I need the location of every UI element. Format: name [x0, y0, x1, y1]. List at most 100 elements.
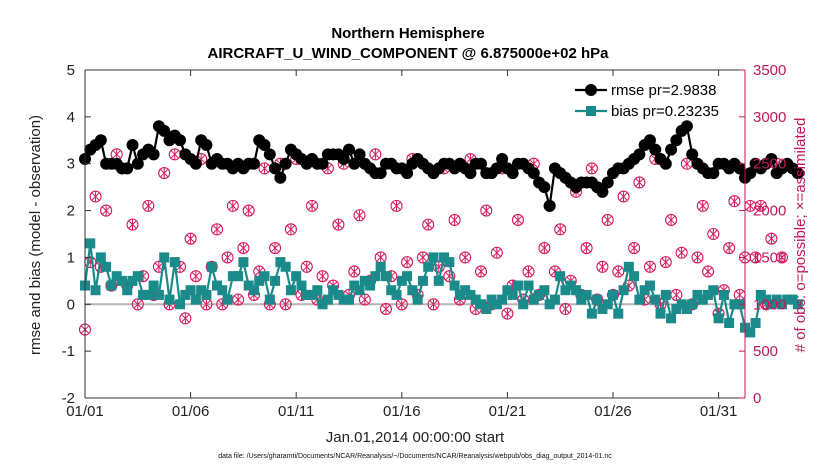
- assimilated-obs-marker: [286, 223, 296, 235]
- bias-marker: [497, 294, 508, 305]
- bias-marker: [771, 294, 782, 305]
- bias-marker: [291, 271, 302, 282]
- bias-marker: [270, 275, 281, 286]
- rmse-marker: [670, 134, 683, 147]
- rmse-marker: [733, 162, 746, 175]
- rmse-marker: [506, 167, 519, 180]
- bias-marker: [729, 299, 740, 310]
- bias-marker: [116, 275, 127, 286]
- axes-group: 01/01 01/06 01/11 01/16 01/21 01/26 01/31 -2 -1 0…: [62, 62, 787, 420]
- assimilated-obs-marker: [355, 209, 364, 221]
- x-axis-label: Jan.01,2014 00:00:00 start: [326, 429, 505, 446]
- y2-tick-label: 1000: [753, 296, 786, 313]
- legend-rmse-marker: [585, 84, 597, 96]
- rmse-marker: [601, 176, 614, 189]
- assimilated-obs-marker: [751, 251, 760, 263]
- bias-marker: [380, 271, 391, 282]
- bias-marker: [386, 285, 397, 296]
- y2-tick-label: 2500: [753, 156, 786, 173]
- bias-marker: [581, 289, 592, 300]
- bias-marker: [122, 285, 133, 296]
- assimilated-obs-marker: [555, 223, 565, 235]
- rmse-marker: [496, 153, 509, 166]
- assimilated-obs-marker: [603, 214, 612, 226]
- bias-marker: [534, 289, 545, 300]
- assimilated-obs-marker: [730, 195, 739, 207]
- rmse-marker: [94, 134, 107, 147]
- rmse-marker: [765, 153, 778, 166]
- rmse-marker: [131, 157, 144, 170]
- assimilated-obs-marker: [460, 251, 470, 263]
- rmse-marker: [791, 167, 804, 180]
- rmse-marker: [707, 167, 720, 180]
- bias-marker: [201, 289, 212, 300]
- assimilated-obs-marker: [598, 261, 607, 273]
- assimilated-obs-marker: [392, 200, 401, 212]
- bias-marker: [766, 299, 777, 310]
- assimilated-obs-marker: [307, 200, 317, 212]
- bias-marker: [354, 285, 365, 296]
- assimilated-obs-marker: [709, 228, 718, 240]
- bias-marker: [322, 294, 333, 305]
- bias-marker: [586, 308, 597, 319]
- rmse-marker: [263, 148, 276, 161]
- assimilated-obs-marker: [302, 261, 312, 273]
- bias-marker: [787, 294, 798, 305]
- bias-marker: [634, 294, 645, 305]
- bias-marker: [375, 261, 386, 272]
- rmse-marker: [189, 157, 202, 170]
- y2-tick-label: 3500: [753, 62, 786, 79]
- assimilated-obs-marker: [666, 214, 676, 226]
- assimilated-obs-marker: [270, 242, 280, 254]
- bias-marker: [745, 327, 756, 338]
- bias-marker: [660, 289, 671, 300]
- assimilated-obs-marker: [371, 148, 380, 160]
- bias-marker: [222, 294, 233, 305]
- bias-marker: [602, 299, 613, 310]
- bias-marker: [724, 318, 735, 329]
- assimilated-obs-marker: [144, 200, 153, 212]
- bias-marker: [792, 299, 803, 310]
- assimilated-obs-marker: [582, 242, 591, 254]
- chart-subtitle: AIRCRAFT_U_WIND_COMPONENT @ 6.875000e+02…: [208, 45, 610, 62]
- bias-marker: [782, 294, 793, 305]
- x-tick-label: 01/26: [594, 403, 632, 420]
- bias-marker: [644, 280, 655, 291]
- bias-marker: [655, 308, 666, 319]
- rmse-marker: [744, 167, 757, 180]
- bias-marker: [761, 294, 772, 305]
- assimilated-obs-marker: [397, 298, 407, 310]
- rmse-marker: [633, 148, 646, 161]
- rmse-marker: [686, 148, 699, 161]
- assimilated-obs-marker: [281, 298, 290, 310]
- bias-marker: [312, 285, 323, 296]
- y2-axis-label: # of obs: o=possible; ×=assimilated: [792, 118, 809, 353]
- bias-marker: [449, 280, 460, 291]
- bias-marker: [697, 294, 708, 305]
- bias-marker: [296, 280, 307, 291]
- rmse-marker: [649, 143, 662, 156]
- bias-marker: [148, 280, 159, 291]
- bias-marker: [555, 271, 566, 282]
- x-tick-label: 01/01: [66, 403, 104, 420]
- assimilated-obs-marker: [350, 265, 359, 277]
- bias-marker: [608, 289, 618, 300]
- bias-marker: [190, 294, 201, 305]
- rmse-marker: [374, 167, 387, 180]
- assimilated-obs-marker: [239, 242, 248, 254]
- assimilated-obs-marker: [186, 233, 195, 245]
- bias-marker: [565, 280, 576, 291]
- bias-marker: [349, 280, 360, 291]
- assimilated-obs-marker: [635, 176, 644, 188]
- rmse-marker: [643, 134, 656, 147]
- bias-marker: [776, 299, 787, 310]
- y-tick-label: 3: [67, 156, 75, 173]
- y2-tick-label: 1500: [753, 249, 786, 266]
- assimilated-obs-marker: [587, 162, 597, 174]
- bias-marker: [476, 299, 486, 310]
- bias-marker: [185, 285, 196, 296]
- x-tick-label: 01/21: [489, 403, 527, 420]
- x-tick-label: 01/06: [172, 403, 210, 420]
